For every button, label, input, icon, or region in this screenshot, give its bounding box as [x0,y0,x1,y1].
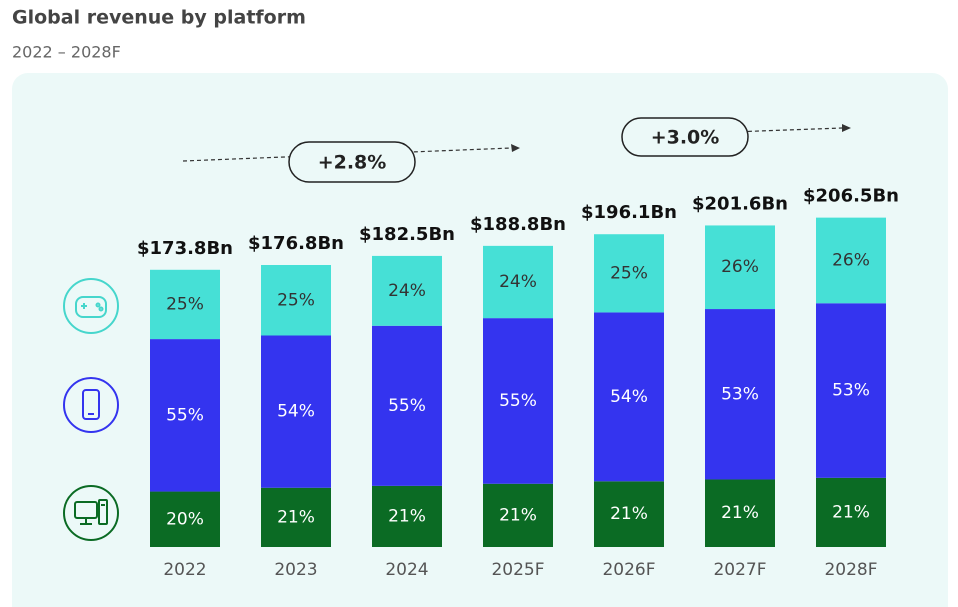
bar-segment [150,269,220,340]
mobile-icon [63,377,119,433]
bar-segment [372,325,442,486]
bar-segment [594,312,664,482]
value-label: 21% [388,506,426,526]
value-label: 24% [499,272,537,292]
value-label: 21% [610,504,648,524]
bar-segment [594,481,664,547]
value-label: 21% [832,502,870,522]
value-label: 21% [277,507,315,527]
value-label: 25% [610,263,648,283]
bar-segment [705,309,775,480]
x-tick-label: 2024 [385,560,428,580]
annotation: +2.8% [318,152,387,174]
x-tick-label: 2022 [163,560,206,580]
value-label: 54% [277,402,315,422]
value-label: 55% [499,391,537,411]
annotation: +3.0% [651,127,720,149]
bar-segment [150,491,220,547]
value-label: 24% [388,281,426,301]
x-tick-label: 2023 [274,560,317,580]
x-tick-label: 2025F [491,560,544,580]
console-icon [63,278,119,334]
bar-segment [816,303,886,478]
total-label: $173.8Bn [137,238,233,259]
total-label: $188.8Bn [470,214,566,235]
x-tick-label: 2026F [602,560,655,580]
bar-segment [483,245,553,319]
value-label: 55% [166,405,204,425]
value-label: 53% [721,384,759,404]
bar-segment [594,234,664,313]
bar-segment [483,483,553,547]
value-label: 21% [721,503,759,523]
total-label: $176.8Bn [248,233,344,254]
bar-segment [372,485,442,547]
value-label: 26% [721,257,759,277]
arrow-head [511,144,520,152]
total-label: $182.5Bn [359,224,455,245]
value-label: 25% [277,290,315,310]
chart-title: Global revenue by platform [12,7,306,29]
bar-segment [372,255,442,326]
value-label: 20% [166,509,204,529]
total-label: $201.6Bn [692,193,788,214]
value-label: 54% [610,387,648,407]
chart-subtitle: 2022 – 2028F [12,43,121,62]
value-label: 25% [166,294,204,314]
bar-segment [816,217,886,304]
annotation-box [288,141,416,183]
pc-icon [63,485,119,541]
bar-segment [261,487,331,547]
total-label: $206.5Bn [803,186,899,207]
bar-segment [816,477,886,547]
bar-segment [261,265,331,336]
value-label: 26% [832,250,870,270]
x-tick-label: 2028F [824,560,877,580]
value-label: 21% [499,505,537,525]
value-label: 55% [388,396,426,416]
total-label: $196.1Bn [581,202,677,223]
bar-segment [261,335,331,488]
bar-segment [483,318,553,484]
bar-segment [705,479,775,547]
arrow-head [842,124,851,132]
x-tick-label: 2027F [713,560,766,580]
bar-segment [150,339,220,492]
annotation-box [621,117,749,157]
value-label: 53% [832,381,870,401]
bar-segment [705,225,775,310]
